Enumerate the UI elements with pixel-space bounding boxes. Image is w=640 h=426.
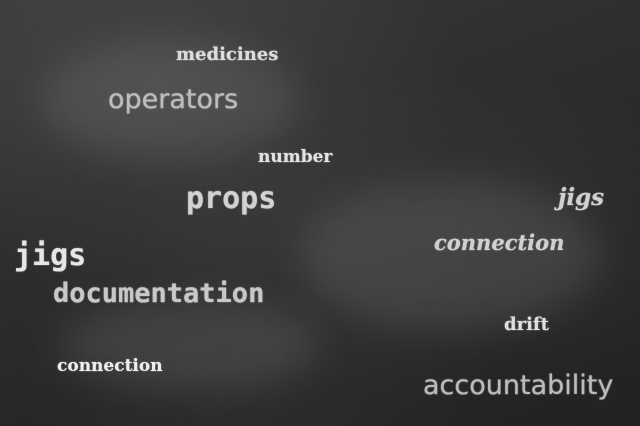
word-operators: operators [108,84,239,115]
word-connection-script: connection [434,230,565,255]
chalk-smudge [40,40,300,160]
word-connection: connection [57,356,163,376]
word-number: number [258,147,333,167]
word-medicines: medicines [176,44,279,65]
word-props: props [186,181,277,216]
chalk-smudge [60,300,320,390]
word-jigs: jigs [14,238,87,273]
word-documentation: documentation [53,278,265,309]
word-accountability: accountability [423,370,614,401]
word-jigs-script: jigs [558,184,605,211]
word-drift: drift [504,314,549,335]
chalk-smudge [300,180,600,330]
